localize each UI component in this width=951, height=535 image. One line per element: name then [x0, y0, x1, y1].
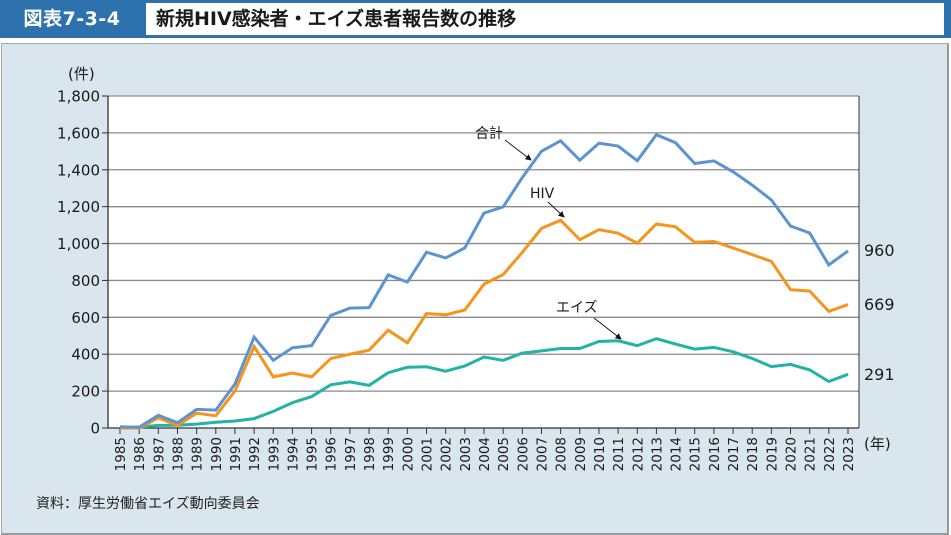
x-tick-label: 1992	[247, 437, 263, 471]
x-tick-label: 1994	[285, 437, 301, 471]
end-label-aids: 291	[864, 365, 895, 384]
x-tick-label: 1999	[381, 437, 397, 471]
y-tick-label: 800	[71, 272, 100, 290]
x-tick-label: 1996	[324, 437, 340, 471]
x-tick-label: 2010	[592, 437, 608, 471]
series-lines	[119, 132, 849, 430]
x-tick-label: 2004	[477, 437, 493, 471]
y-tick-label: 400	[71, 346, 100, 364]
y-tick-label: 1,600	[57, 124, 100, 142]
annotation-label: HIV	[530, 186, 555, 202]
x-tick-label: 1998	[362, 437, 378, 471]
y-tick-label: 1,400	[57, 161, 100, 179]
page-title: 新規HIV感染者・エイズ患者報告数の推移	[156, 8, 517, 30]
x-tick-label: 1985	[113, 437, 129, 471]
annotations: 合計 HIV エイズ	[475, 126, 622, 340]
annotation-arrow	[504, 139, 532, 161]
x-axis-ticks: 1985 1986 1987 1988 1989 1990 1991 1992 1993 1994…	[113, 428, 857, 471]
x-tick-label: 1993	[266, 437, 282, 471]
figure-label: 図表7-3-4	[23, 8, 121, 30]
annotation-arrow	[593, 317, 622, 340]
x-tick-label: 1991	[228, 437, 244, 471]
annotation-arrow	[547, 201, 565, 218]
x-tick-label: 2023	[841, 437, 857, 471]
x-tick-label: 1987	[151, 437, 167, 471]
y-tick-label: 0	[90, 420, 100, 438]
x-tick-label: 2015	[688, 437, 704, 471]
series-line-hiv	[120, 218, 849, 430]
y-axis-ticks: 0 200 400 600 800 1,000 1,200 1,400 1,600 1,800	[57, 88, 108, 438]
x-tick-label: 2009	[573, 437, 589, 471]
x-tick-label: 1989	[190, 437, 206, 471]
x-tick-label: 2011	[611, 437, 627, 471]
annotation-label: エイズ	[556, 300, 598, 316]
y-tick-label: 1,000	[57, 235, 100, 253]
series-line-aids	[119, 337, 849, 429]
end-label-total: 960	[864, 241, 895, 260]
x-tick-label: 2007	[534, 437, 550, 471]
x-tick-label: 1990	[209, 437, 225, 471]
annotation-label: 合計	[475, 126, 503, 142]
x-tick-label: 1986	[132, 437, 148, 471]
x-tick-label: 2014	[669, 437, 685, 471]
x-tick-label: 2006	[515, 437, 531, 471]
x-tick-label: 2001	[420, 437, 436, 471]
x-tick-label: 2021	[803, 437, 819, 471]
x-tick-label: 2012	[630, 437, 646, 471]
y-axis-unit: (件)	[68, 65, 95, 83]
x-tick-label: 2020	[784, 437, 800, 471]
x-tick-label: 2005	[496, 437, 512, 471]
x-tick-label: 2000	[400, 437, 416, 471]
x-tick-label: 2008	[554, 437, 570, 471]
x-tick-label: 2016	[707, 437, 723, 471]
plot-area	[108, 96, 859, 428]
x-tick-label: 2019	[764, 437, 780, 471]
end-label-hiv: 669	[864, 295, 895, 314]
title-box: 新規HIV感染者・エイズ患者報告数の推移	[146, 3, 944, 35]
x-tick-label: 1988	[170, 437, 186, 471]
x-tick-label: 2022	[822, 437, 838, 471]
x-tick-label: 1997	[343, 437, 359, 471]
y-tick-label: 1,200	[57, 198, 100, 216]
x-tick-label: 2017	[726, 437, 742, 471]
x-axis-unit: (年)	[864, 435, 891, 453]
x-tick-label: 2013	[649, 437, 665, 471]
y-tick-label: 200	[71, 383, 100, 401]
x-tick-label: 2003	[458, 437, 474, 471]
y-tick-label: 600	[71, 309, 100, 327]
series-line-total	[119, 132, 849, 429]
y-tick-label: 1,800	[57, 88, 100, 106]
figure-header: 図表7-3-4 新規HIV感染者・エイズ患者報告数の推移	[0, 0, 951, 38]
x-tick-label: 1995	[305, 437, 321, 471]
x-tick-label: 2018	[745, 437, 761, 471]
source-note: 資料：厚生労働省エイズ動向委員会	[36, 496, 260, 512]
x-tick-label: 2002	[439, 437, 455, 471]
